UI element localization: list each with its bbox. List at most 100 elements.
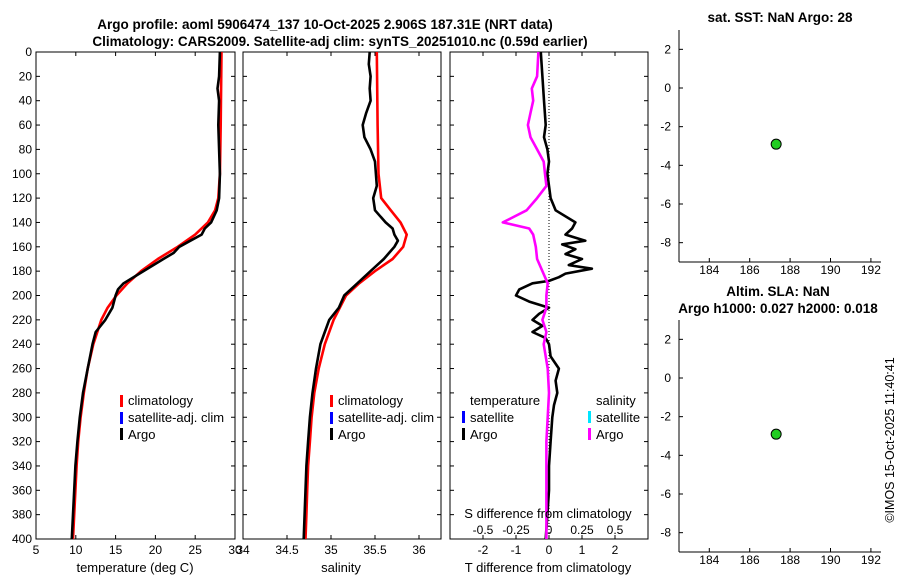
x-tick-label: 5 <box>33 543 40 557</box>
sla-panel-title: Altim. SLA: NaN <box>726 284 830 299</box>
y-tick-label: 260 <box>12 362 32 376</box>
figure-title-line2: Climatology: CARS2009. Satellite-adj cli… <box>92 34 587 49</box>
x-tick-label: -1 <box>511 543 522 557</box>
legend-label-satellite-adj: satellite-adj. clim <box>128 410 224 425</box>
y-tick-label: -4 <box>660 158 671 172</box>
y-tick-label: 0 <box>25 45 32 59</box>
y-tick-label: 120 <box>12 191 32 205</box>
y-tick-label: -8 <box>660 236 671 250</box>
legend-swatch-t-argo <box>462 428 465 440</box>
imos-timestamp: ©IMOS 15-Oct-2025 11:40:41 <box>883 357 897 522</box>
y-tick-label: -6 <box>660 487 671 501</box>
top-x-tick-label: -0.5 <box>473 523 494 537</box>
y-tick-label: 80 <box>19 142 33 156</box>
y-tick-label: 0 <box>664 371 671 385</box>
figure-title-line1: Argo profile: aoml 5906474_137 10-Oct-20… <box>97 17 552 32</box>
x-tick-label: 25 <box>189 543 203 557</box>
y-tick-label: 240 <box>12 337 32 351</box>
legend-swatch-argo <box>330 428 333 440</box>
x-tick-label: 15 <box>109 543 123 557</box>
x-tick-label: 1 <box>579 543 586 557</box>
x-tick-label: 188 <box>780 263 800 277</box>
sla-panel-subtitle: Argo h1000: 0.027 h2000: 0.018 <box>678 301 878 316</box>
series-argo-line <box>302 51 400 540</box>
x-tick-label: 192 <box>861 263 881 277</box>
axes-frame <box>35 51 236 540</box>
x-tick-label: 35.5 <box>363 543 387 557</box>
legend-swatch-argo <box>120 428 123 440</box>
legend-swatch-satellite-adj <box>330 412 333 424</box>
salinity-legend: climatology satellite-adj. clim Argo <box>330 393 434 442</box>
y-tick-label: 0 <box>664 81 671 95</box>
series-t-argo-line <box>514 51 594 540</box>
x-tick-label: 0 <box>546 543 553 557</box>
y-tick-label: 2 <box>664 42 671 56</box>
x-tick-label: 30 <box>228 543 242 557</box>
salinity-profile-panel: 34 34.5 35 35.5 36 <box>236 51 442 557</box>
y-tick-label: -2 <box>660 120 671 134</box>
y-tick-label: 40 <box>19 94 33 108</box>
y-tick-label: -4 <box>660 448 671 462</box>
y-tick-label: 20 <box>19 69 33 83</box>
y-tick-label: 180 <box>12 264 32 278</box>
x-tick-label: 20 <box>149 543 163 557</box>
salinity-xlabel: salinity <box>321 560 361 575</box>
y-tick-label: 200 <box>12 289 32 303</box>
y-tick-label: 140 <box>12 215 32 229</box>
x-tick-label: 35 <box>324 543 338 557</box>
x-tick-label: 186 <box>740 553 760 567</box>
y-tick-label: 340 <box>12 459 32 473</box>
top-x-tick-label: 0.5 <box>607 523 624 537</box>
temperature-profile-panel: 0 20 40 60 80 100 120 140 160 180 200 220 240 260 280 3… <box>12 45 242 557</box>
x-tick-label: 190 <box>820 263 840 277</box>
y-tick-label: 320 <box>12 435 32 449</box>
y-tick-label: 280 <box>12 386 32 400</box>
axes-frame <box>242 51 442 540</box>
y-tick-label: -2 <box>660 410 671 424</box>
series-climatology-line <box>304 51 409 540</box>
legend-label-t-argo: Argo <box>470 427 497 442</box>
legend-label-argo: Argo <box>338 427 365 442</box>
legend-label-climatology: climatology <box>128 393 194 408</box>
legend-swatch-s-argo <box>588 428 591 440</box>
temperature-legend: climatology satellite-adj. clim Argo <box>120 393 224 442</box>
series-s-argo-line <box>501 51 551 539</box>
legend-swatch-climatology <box>330 395 333 407</box>
t-difference-xlabel: T difference from climatology <box>465 560 632 575</box>
series-argo-line <box>70 51 222 540</box>
y-tick-label: -8 <box>660 526 671 540</box>
argo-location-marker <box>770 428 782 440</box>
y-tick-label: -6 <box>660 197 671 211</box>
y-tick-label: 100 <box>12 167 32 181</box>
top-x-tick-label: 0.25 <box>570 523 594 537</box>
x-tick-label: 184 <box>699 263 719 277</box>
y-tick-label: 300 <box>12 410 32 424</box>
y-tick-label: 60 <box>19 118 33 132</box>
x-tick-label: 2 <box>612 543 619 557</box>
argo-location-marker <box>770 138 782 150</box>
legend-title-temperature: temperature <box>470 393 540 408</box>
x-tick-label: 34 <box>236 543 250 557</box>
legend-swatch-climatology <box>120 395 123 407</box>
legend-label-s-satellite: satellite <box>596 410 640 425</box>
y-tick-label: 220 <box>12 313 32 327</box>
legend-swatch-t-satellite <box>462 411 465 423</box>
sst-panel-title: sat. SST: NaN Argo: 28 <box>707 10 853 25</box>
y-tick-label: 380 <box>12 508 32 522</box>
x-tick-label: 186 <box>740 263 760 277</box>
legend-swatch-satellite-adj <box>120 412 123 424</box>
x-tick-label: 10 <box>69 543 83 557</box>
s-difference-label: S difference from climatology <box>464 506 632 521</box>
legend-label-t-satellite: satellite <box>470 410 514 425</box>
difference-legend: temperature satellite Argo salinity sate… <box>462 393 640 442</box>
sst-map-panel: 2 0 -2 -4 -6 -8 184 186 188 190 192 <box>660 30 881 277</box>
legend-swatch-s-satellite <box>588 411 591 423</box>
legend-label-climatology: climatology <box>338 393 404 408</box>
x-tick-label: 36 <box>412 543 426 557</box>
x-tick-label: 192 <box>861 553 881 567</box>
y-tick-label: 360 <box>12 483 32 497</box>
top-x-tick-label: -0.25 <box>502 523 530 537</box>
x-tick-label: -2 <box>478 543 489 557</box>
